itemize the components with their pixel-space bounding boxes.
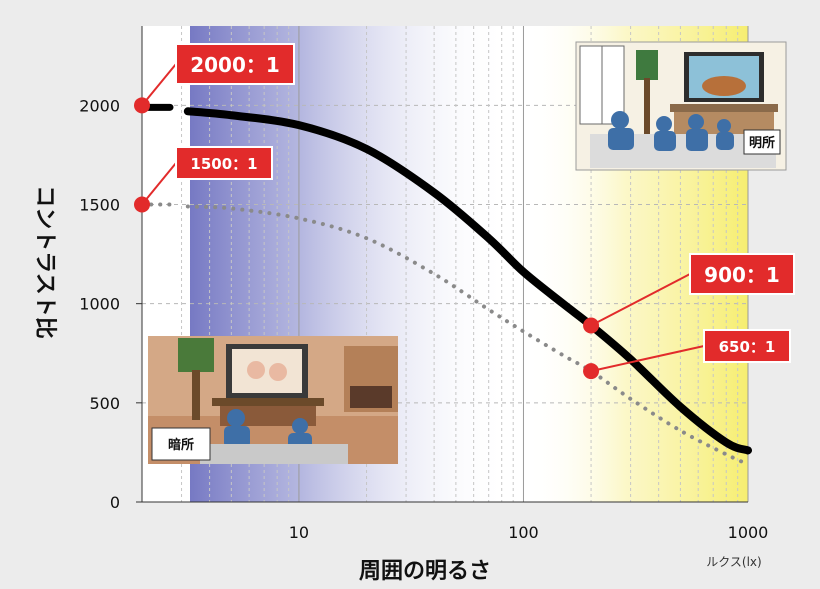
annotation-label: 900：1 [704, 263, 780, 287]
series-group [183, 107, 752, 467]
annotation-label: 650：1 [719, 338, 776, 356]
annotation-box [703, 329, 791, 363]
annotation-marker [583, 363, 600, 380]
y-tick-label: 1500 [79, 196, 120, 215]
annotation-marker [583, 317, 600, 334]
y-tick-label: 1000 [79, 295, 120, 314]
annotation-box [175, 43, 295, 85]
y-axis-label: コントラスト比 [32, 185, 57, 339]
annotation-marker [134, 196, 150, 213]
bright-room-label: 明所 [749, 135, 775, 151]
annotation-label: 2000：1 [190, 53, 280, 77]
annotation-leader [141, 63, 177, 106]
annotation-box [175, 146, 273, 180]
y-tick-label: 0 [110, 493, 120, 512]
annotation-box [689, 253, 795, 295]
x-axis-unit: ルクス(lx) [706, 555, 761, 569]
x-axis: 10 100 1000 [142, 501, 769, 542]
y-tick-label: 2000 [79, 96, 120, 115]
dark-room-illustration: 暗所 [148, 336, 398, 464]
annotation-leader [590, 273, 691, 327]
y-axis: 0 500 1000 1500 2000 [79, 26, 143, 512]
x-tick-label: 10 [289, 523, 309, 542]
y-tick-label: 500 [89, 394, 120, 413]
annotations: 2000：1 1500：1 900：1 650：1 [134, 43, 795, 380]
x-axis-label: 周囲の明るさ [359, 559, 491, 584]
dark-room-label: 暗所 [168, 437, 194, 453]
x-tick-label: 100 [508, 523, 539, 542]
bright-room-illustration: 明所 [575, 41, 787, 171]
annotation-label: 1500：1 [190, 155, 257, 173]
annotation-marker [134, 97, 150, 114]
annotation-leader [141, 162, 177, 206]
annotation-leader [590, 345, 705, 373]
series-line-solid [183, 107, 752, 455]
x-tick-label: 1000 [728, 523, 769, 542]
